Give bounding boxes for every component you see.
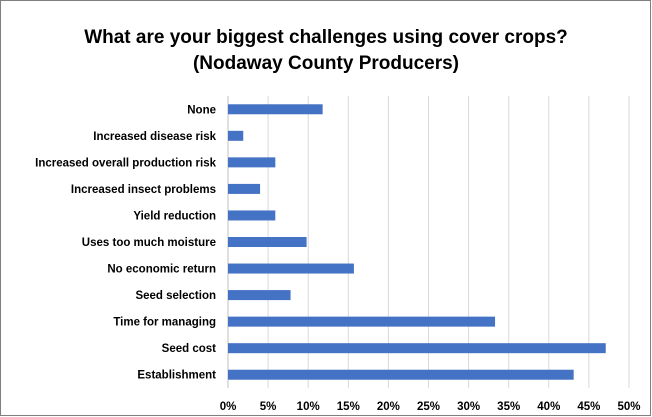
- category-label: Uses too much moisture: [82, 237, 216, 249]
- x-tick-label: 35%: [497, 401, 520, 413]
- x-tick-label: 45%: [577, 401, 600, 413]
- x-tick-label: 5%: [260, 401, 277, 413]
- bar: [228, 210, 276, 221]
- category-label: Seed selection: [135, 290, 216, 302]
- category-label: Time for managing: [113, 317, 216, 329]
- category-label: Establishment: [137, 370, 216, 382]
- category-label: Seed cost: [162, 343, 216, 355]
- x-tick-label: 25%: [417, 401, 440, 413]
- x-tick-label: 15%: [337, 401, 360, 413]
- bar: [228, 237, 307, 247]
- category-labels: None Increased disease risk Increased over…: [35, 104, 216, 381]
- bar: [228, 316, 496, 327]
- x-tick-label: 40%: [537, 401, 560, 413]
- x-tick-label: 30%: [457, 401, 480, 413]
- bar: [228, 369, 574, 380]
- bar: [228, 157, 276, 168]
- category-label: Increased disease risk: [93, 131, 216, 143]
- x-tick-label: 20%: [377, 401, 400, 413]
- x-tick-label: 50%: [617, 401, 640, 413]
- bar: [228, 290, 291, 301]
- x-tick-label: 10%: [297, 401, 320, 413]
- category-label: Increased overall production risk: [35, 157, 216, 169]
- category-label: Increased insect problems: [71, 184, 216, 196]
- bar: [228, 104, 323, 115]
- chart-title: What are your biggest challenges using c…: [84, 27, 568, 48]
- x-tick-labels: 0% 5% 10% 15% 20% 25% 30% 35% 40% 45% 50%: [220, 401, 641, 413]
- x-tick-label: 0%: [220, 401, 237, 413]
- category-label: No economic return: [107, 264, 216, 276]
- category-label: Yield reduction: [133, 210, 216, 222]
- chart-subtitle: (Nodaway County Producers): [193, 53, 459, 74]
- gridlines: [227, 96, 630, 388]
- bar: [228, 183, 261, 194]
- category-label: None: [187, 104, 216, 116]
- bar: [228, 130, 244, 141]
- bar: [228, 343, 606, 354]
- bars: [228, 104, 606, 380]
- bar: [228, 263, 354, 274]
